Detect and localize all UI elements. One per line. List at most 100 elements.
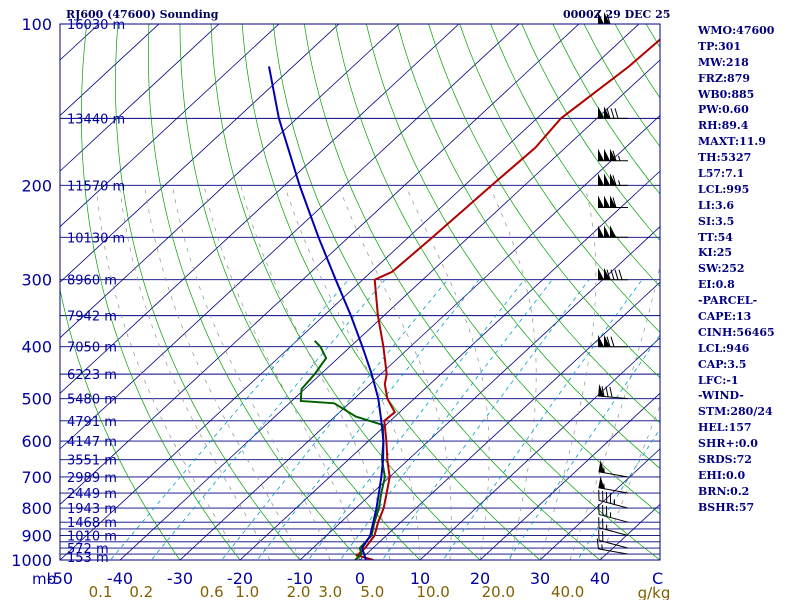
height-label: 4791 m [67,415,117,430]
barb-staff [598,513,629,523]
isotherm-line [60,24,520,450]
temperature-tick-label: 40 [590,569,610,588]
mixing-ratio-line [221,279,448,560]
index-item: CINH:56465 [698,325,775,339]
wind-barb [598,334,628,348]
indices-panel: WMO:47600 TP:301 MW:218 FRZ:879 WB0:885 PW:0.… [698,23,775,516]
wind-barb [598,148,628,162]
pressure-tick-label: 600 [21,432,52,451]
index-item: TT:54 [698,230,733,244]
mixing-ratio-unit-label: g/kg [638,584,671,600]
mixing-ratio-line [256,279,480,560]
dry-adiabat-line [210,24,481,560]
plot-frame [59,23,661,561]
wind-barb [598,517,629,536]
index-item: EHI:0.0 [698,468,746,482]
wind-barb [598,475,629,494]
dry-adiabat-line [60,287,181,560]
barb-half-flag [603,483,605,489]
moist-adiabat-line [172,185,331,560]
moist-adiabat-line [284,185,421,560]
isotherm-line [119,59,660,560]
height-label: 1010 m [67,529,117,544]
index-item: WB0:885 [698,87,755,101]
isotherm-line [60,24,280,228]
index-item: RH:89.4 [698,119,749,133]
isotherm-line [539,448,660,560]
pressure-tick-label: 900 [21,526,52,545]
isotherm-line [60,24,160,117]
background-grid [60,0,800,571]
height-label: 6223 m [67,368,117,383]
mixing-ratio-label: 3.0 [318,583,342,600]
isotherm-line [239,170,660,560]
moist-adiabat-line [240,185,391,560]
wind-barb [598,106,628,119]
temperature-tick-label: -20 [227,569,253,588]
barb-half-flag [601,544,603,550]
height-label: 1468 m [67,516,117,531]
barb-half-flag [618,155,621,161]
barb-flag [612,150,617,161]
temperature-tick-label: -40 [107,569,133,588]
barb-pennant [598,106,604,119]
height-label: 4147 m [67,435,117,450]
index-item: MW:218 [698,55,749,69]
mixing-ratio-line [442,279,643,560]
height-label: 5480 m [67,393,117,408]
dry-adiabat-line [784,0,800,571]
index-item: SW:252 [698,262,745,276]
barb-flag [606,269,611,280]
barb-pennant [598,12,604,24]
index-item: BSHR:57 [698,500,755,514]
barb-pennant [598,384,605,397]
index-item: L57:7.1 [698,167,745,181]
height-label: 2989 m [67,471,117,486]
barb-flag [606,13,611,25]
barb-flag [618,269,623,280]
barb-flag [609,386,613,398]
index-item: -PARCEL- [698,294,758,308]
isotherm-line [60,24,460,394]
height-label: 153 m [67,551,109,566]
height-label: 11570 m [67,179,125,194]
isotherm-line [60,24,580,505]
profile-lines [268,38,660,560]
mixing-ratio-label: 0.2 [129,583,153,600]
pressure-tick-label: 200 [21,176,52,195]
index-item: SI:3.5 [698,214,735,228]
height-label: 7050 m [67,341,117,356]
mixing-ratio-label: 20.0 [482,583,515,600]
index-item: TP:301 [698,39,742,53]
isotherm-line [60,24,340,283]
height-label: 10130 m [67,231,125,246]
barb-pennant [598,267,604,280]
index-item: LCL:995 [698,182,750,196]
isotherm-line [179,115,660,560]
height-label: 2449 m [67,487,117,502]
dry-adiabat-line [334,24,660,515]
pressure-tick-label: 300 [21,271,52,290]
mixing-ratio-label: 1.0 [235,583,259,600]
dry-adiabat-line [397,24,660,424]
valid-time: 0000Z 29 DEC 25 [563,8,671,21]
barb-pennant [610,173,616,186]
dry-adiabat-line [147,24,361,560]
barb-flag [614,269,619,280]
barb-pennant [598,334,604,347]
height-label: 1943 m [67,502,117,517]
barb-staff [598,548,629,555]
wind-barb [598,459,629,478]
isotherm-line [60,24,220,172]
temperature-tick-label: 20 [470,569,490,588]
barb-pennant [598,225,604,238]
index-item: WMO:47600 [698,24,775,37]
barb-pennant [610,148,616,161]
wind-barb [596,538,629,555]
moist-adiabat-line [539,185,597,560]
barb-flag [601,386,605,397]
barb-pennant [610,195,616,208]
barb-pennant [604,12,610,24]
mixing-ratio-label: 0.6 [200,583,224,600]
barb-flag [605,386,609,397]
